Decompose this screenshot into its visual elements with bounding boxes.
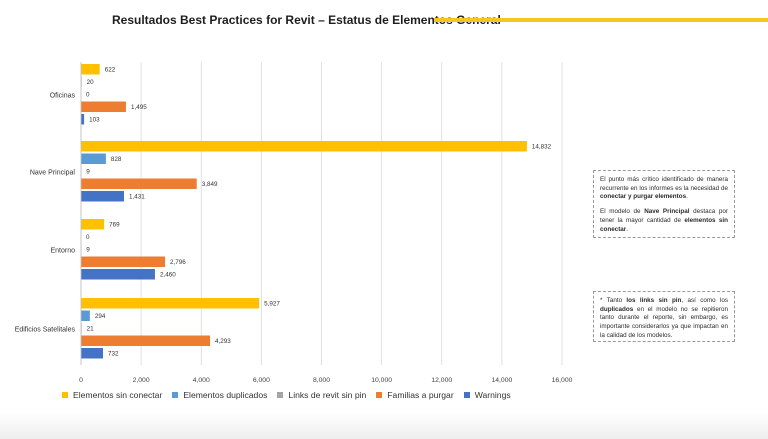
- note-emphasis: elementos sin conectar: [600, 216, 728, 233]
- x-tick-label: 4,000: [193, 377, 210, 384]
- legend-label: Warnings: [474, 390, 511, 400]
- legend-swatch: [376, 392, 383, 398]
- x-tick-label: 14,000: [491, 377, 512, 384]
- data-label: 4,293: [215, 338, 231, 345]
- data-label: 9: [86, 247, 90, 254]
- data-label: 732: [108, 351, 119, 358]
- chart-title: Resultados Best Practices for Revit – Es…: [112, 13, 501, 27]
- legend-item: Elementos duplicados: [172, 390, 267, 400]
- note-critical-point: El punto más crítico identificado de man…: [593, 170, 735, 238]
- data-label: 828: [111, 156, 122, 163]
- x-tick-label: 10,000: [371, 377, 392, 384]
- category-label: Entorno: [50, 247, 75, 254]
- bar: [81, 141, 527, 152]
- chart-legend: Elementos sin conectar Elementos duplicad…: [62, 390, 511, 400]
- data-label: 1,495: [131, 104, 147, 111]
- legend-item: Links de revit sin pin: [277, 390, 366, 400]
- bar: [81, 191, 125, 202]
- bar: [81, 298, 260, 309]
- data-label: 5,927: [264, 301, 280, 308]
- note-text: .: [626, 225, 628, 233]
- category-label: Nave Principal: [30, 169, 76, 176]
- x-tick-label: 6,000: [253, 377, 270, 384]
- note-text: en el modelo no se repitieron tanto dura…: [600, 305, 728, 339]
- note-text: destaca por tener la mayor cantidad de: [600, 208, 728, 224]
- data-label: 2,796: [170, 259, 186, 266]
- data-label: 0: [86, 234, 90, 241]
- data-label: 14,832: [532, 144, 552, 151]
- slide-bottom-shadow: [0, 412, 768, 439]
- x-tick-label: 0: [79, 377, 83, 384]
- data-label: 9: [86, 169, 90, 176]
- bar: [81, 101, 126, 112]
- legend-swatch: [277, 392, 284, 398]
- data-label: 20: [87, 79, 95, 86]
- x-tick-label: 16,000: [552, 377, 573, 384]
- bar: [81, 335, 211, 346]
- x-tick-label: 2,000: [133, 377, 150, 384]
- bar: [81, 269, 155, 280]
- bar: [81, 178, 197, 189]
- note-text: , así como los: [681, 297, 728, 304]
- data-label: 3,849: [202, 181, 218, 188]
- legend-label: Elementos sin conectar: [73, 390, 163, 400]
- note-paragraph: * Tanto los links sin pin, así como los …: [600, 297, 728, 341]
- note-links-duplicados: * Tanto los links sin pin, así como los …: [593, 291, 735, 342]
- bar: [81, 219, 105, 230]
- data-label: 294: [95, 313, 106, 320]
- legend-label: Familias a purgar: [387, 390, 454, 400]
- note-paragraph: El punto más crítico identificado de man…: [600, 176, 728, 202]
- legend-swatch: [172, 392, 179, 398]
- title-accent-bar: [434, 18, 768, 22]
- note-text: .: [686, 193, 688, 201]
- legend-swatch: [463, 392, 470, 398]
- note-emphasis: duplicados: [600, 305, 634, 313]
- legend-swatch: [62, 392, 68, 398]
- x-tick-label: 8,000: [313, 377, 330, 384]
- data-label: 0: [86, 92, 90, 99]
- bar: [81, 256, 166, 267]
- legend-item: Warnings: [463, 390, 511, 400]
- note-text: El punto más crítico identificado de man…: [600, 176, 728, 192]
- data-label: 1,431: [129, 194, 145, 201]
- legend-label: Elementos duplicados: [183, 390, 268, 400]
- note-text: * Tanto: [600, 297, 627, 304]
- category-label: Oficinas: [50, 92, 76, 99]
- bar: [81, 64, 100, 75]
- data-label: 622: [105, 67, 116, 74]
- data-label: 103: [89, 117, 100, 124]
- note-emphasis: conectar y purgar elementos: [600, 193, 687, 201]
- data-label: 769: [109, 222, 120, 229]
- category-label: Edificios Satelitales: [15, 326, 76, 333]
- x-tick-label: 12,000: [431, 377, 452, 384]
- legend-label: Links de revit sin pin: [288, 390, 367, 400]
- note-text: El modelo de: [600, 208, 645, 216]
- data-label: 2,460: [160, 272, 176, 279]
- legend-item: Familias a purgar: [376, 390, 454, 400]
- legend-item: Elementos sin conectar: [62, 390, 162, 400]
- bar: [81, 153, 106, 164]
- bar: [81, 348, 104, 359]
- data-label: 21: [87, 326, 95, 333]
- bar: [81, 310, 90, 321]
- note-emphasis: los links sin pin: [626, 297, 682, 304]
- note-emphasis: Nave Principal: [644, 208, 690, 216]
- note-paragraph: El modelo de Nave Principal destaca por …: [600, 208, 728, 234]
- bar: [81, 114, 85, 125]
